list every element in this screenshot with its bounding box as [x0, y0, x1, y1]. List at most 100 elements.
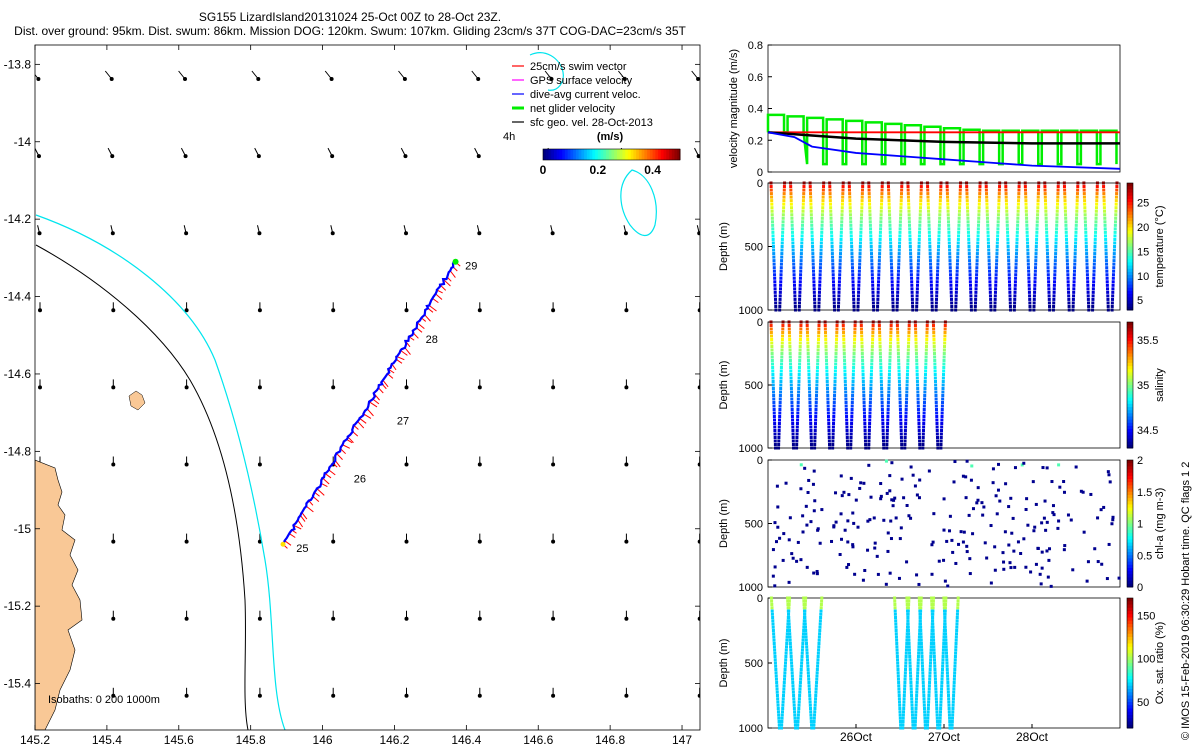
temperature-point	[1095, 181, 1099, 185]
temperature-point	[985, 202, 989, 206]
temperature-point	[811, 266, 815, 270]
geo-velocity-arrowhead	[257, 539, 262, 544]
temperature-point	[984, 188, 988, 192]
salinity-point	[897, 380, 901, 383]
temperature-point	[1094, 213, 1098, 217]
salinity-point	[886, 404, 890, 408]
geo-velocity-arrowhead	[624, 462, 629, 467]
temperature-point	[778, 308, 782, 312]
oxygen-point	[792, 707, 796, 710]
salinity-point	[817, 334, 821, 338]
colorbar-segment	[595, 149, 599, 160]
chla-point	[1009, 496, 1013, 500]
temperature-point	[956, 237, 960, 241]
salinity-point	[827, 432, 831, 436]
chla-point	[815, 572, 819, 576]
oxygen-point	[780, 720, 784, 723]
temperature-point	[947, 230, 951, 234]
oxygen-point	[808, 700, 812, 704]
temperature-point	[1052, 294, 1056, 298]
salinity-point	[788, 338, 792, 341]
salinity-cbar-segment	[1127, 407, 1133, 411]
temperature-y-label: Depth (m)	[718, 222, 730, 271]
temperature-point	[1071, 304, 1075, 308]
temperature-point	[831, 259, 835, 263]
chla-cbar-segment	[1127, 507, 1133, 512]
salinity-point	[860, 352, 864, 355]
salinity-point	[831, 446, 835, 450]
temperature-point	[879, 206, 883, 210]
salinity-point	[779, 366, 783, 369]
salinity-point	[867, 432, 871, 436]
salinity-point	[778, 418, 782, 422]
temperature-point	[792, 269, 796, 273]
oxygen-point	[898, 720, 902, 723]
chla-point	[1003, 530, 1007, 534]
temperature-point	[820, 234, 824, 238]
temperature-point	[861, 185, 865, 189]
temperature-point	[1094, 209, 1098, 213]
salinity-point	[780, 348, 784, 352]
temperature-point	[797, 301, 801, 305]
chla-point	[892, 498, 896, 502]
oxygen-point	[955, 612, 959, 616]
temperature-point	[977, 206, 981, 210]
oxygen-point	[905, 645, 909, 649]
salinity-point	[943, 327, 947, 331]
salinity-point	[843, 380, 847, 383]
oxygen-point	[816, 651, 820, 655]
salinity-point	[808, 390, 812, 394]
map-x-axis: 145.2 145.4 145.6 145.8 146 146.2 146.4 146.6 14…	[20, 45, 692, 747]
temperature-point	[817, 304, 821, 308]
oxygen-point	[903, 671, 907, 675]
temperature-point	[927, 213, 931, 217]
oxygen-point	[897, 687, 901, 691]
salinity-point	[904, 408, 908, 411]
temperature-y-tick-label: 500	[745, 242, 763, 254]
salinity-point	[788, 359, 792, 362]
temperature-point	[995, 252, 999, 256]
temperature-point	[1054, 230, 1058, 234]
salinity-point	[825, 383, 829, 387]
salinity-point	[871, 320, 875, 324]
temperature-point	[946, 220, 950, 224]
temperature-point	[997, 206, 1001, 210]
salinity-cbar-segment	[1127, 429, 1133, 433]
temperature-point	[916, 283, 920, 287]
temperature-point	[770, 202, 774, 206]
temperature-point	[802, 188, 806, 192]
temperature-point	[779, 262, 783, 266]
temperature-point	[966, 223, 970, 227]
temperature-point	[935, 273, 939, 277]
chla-point	[909, 465, 913, 469]
temperature-point	[899, 206, 903, 210]
colorbar-segment	[625, 149, 629, 160]
temperature-point	[1091, 287, 1095, 291]
temperature-point	[837, 290, 841, 294]
temperature-point	[1004, 199, 1008, 203]
temperature-point	[938, 216, 942, 220]
salinity-cbar-segment	[1127, 372, 1133, 377]
chla-point	[957, 542, 961, 546]
temperature-point	[1106, 287, 1110, 291]
temperature-point	[967, 245, 971, 248]
temperature-point	[852, 294, 856, 298]
temperature-point	[1005, 206, 1009, 210]
chla-point	[976, 486, 980, 490]
colorbar-segment	[545, 149, 549, 160]
chla-point	[1044, 528, 1048, 532]
oxygen-point	[896, 658, 900, 662]
salinity-point	[924, 348, 928, 352]
chla-point	[839, 512, 843, 516]
temperature-point	[1013, 280, 1017, 284]
oxygen-point	[896, 668, 900, 671]
oxygen-point	[816, 658, 820, 662]
temperature-point	[974, 297, 978, 301]
temperature-point	[1114, 213, 1118, 217]
salinity-point	[832, 415, 836, 418]
chla-point	[937, 559, 941, 563]
salinity-point	[869, 390, 873, 394]
temperature-point	[802, 195, 806, 199]
salinity-cbar-segment	[1127, 410, 1133, 414]
oxygen-point	[913, 723, 917, 727]
